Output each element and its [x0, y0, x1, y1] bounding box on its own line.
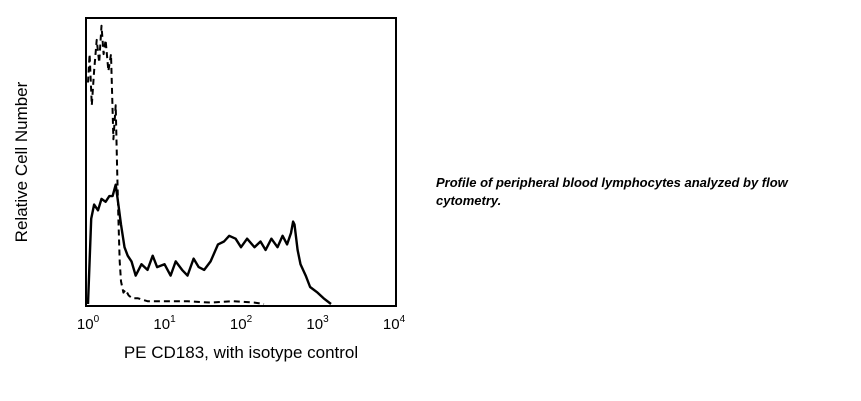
x-axis-label: PE CD183, with isotype control [124, 343, 358, 362]
isotype-control-histogram [87, 24, 265, 305]
y-axis-label: Relative Cell Number [12, 81, 31, 242]
x-tick-labels: 100 101 102 103 104 [77, 314, 406, 333]
x-tick-label: 100 [77, 314, 100, 333]
x-tick-label: 103 [306, 314, 329, 333]
x-tick-label: 104 [383, 314, 406, 333]
cd183-histogram [86, 183, 332, 305]
x-tick-label: 102 [230, 314, 253, 333]
plot-frame [85, 17, 397, 307]
x-tick-label: 101 [153, 314, 176, 333]
figure-caption: Profile of peripheral blood lymphocytes … [436, 175, 788, 208]
series-layer [86, 24, 332, 305]
